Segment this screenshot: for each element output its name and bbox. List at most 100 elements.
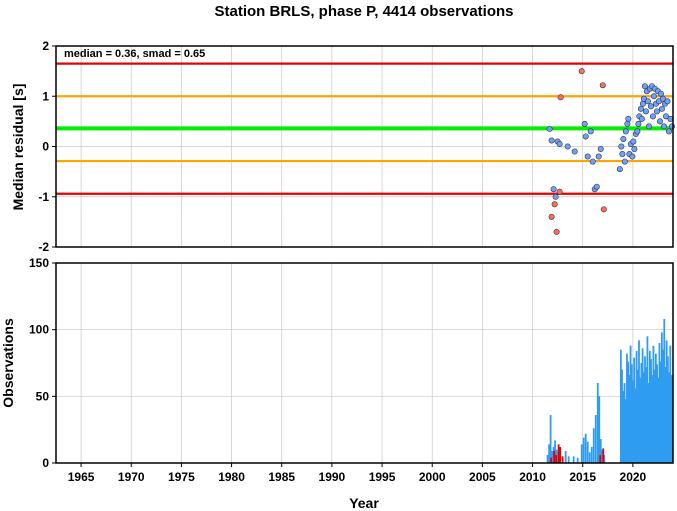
year-x-tick-label: 2010 (519, 470, 546, 484)
observation-bar (638, 340, 640, 463)
observation-bar (628, 375, 631, 463)
residual-point (634, 128, 641, 135)
observation-bar (666, 356, 669, 463)
observation-bar (626, 353, 628, 463)
observation-bar (572, 456, 575, 463)
observation-bar (551, 451, 554, 463)
residual-y-tick-label: -1 (38, 190, 49, 204)
observation-bar (590, 447, 593, 463)
observation-bar (559, 447, 562, 463)
observation-bar (629, 345, 632, 463)
year-x-tick-label: 1985 (268, 470, 295, 484)
observation-bar (642, 372, 645, 463)
observations-grid (56, 262, 673, 464)
observation-bar (633, 357, 636, 463)
observations-y-axis-label: Observations (0, 318, 16, 408)
residual-point (550, 186, 557, 193)
year-x-tick-label: 1965 (68, 470, 95, 484)
observations-plot-frame (55, 262, 674, 464)
residual-point (622, 128, 629, 135)
residual-point (571, 148, 578, 155)
observation-bar (561, 456, 564, 463)
observation-bar (623, 383, 626, 463)
observation-bar (630, 364, 633, 463)
year-x-tick-label: 2005 (469, 470, 496, 484)
observation-bar (576, 457, 579, 463)
observation-bar (652, 345, 655, 463)
residual-point (647, 103, 654, 110)
residual-point (581, 120, 588, 127)
year-x-tick-label: 2020 (620, 470, 647, 484)
observation-bar (641, 348, 644, 463)
residual-point (624, 120, 631, 127)
observation-bar (554, 440, 557, 463)
residual-point (552, 193, 559, 200)
observation-bar (634, 388, 637, 463)
residual-y-ticks: 2 1 0 -1 -2 (38, 39, 56, 254)
residual-point (664, 98, 671, 105)
residual-point (641, 83, 648, 90)
residual-panel: 2 1 0 -1 -2 median = 0.36, smad = 0.65 Media… (10, 39, 675, 254)
observation-bar (555, 455, 558, 463)
year-x-tick-label: 2015 (569, 470, 596, 484)
residual-point (619, 151, 626, 158)
year-x-axis-label: Year (349, 495, 379, 511)
year-x-tick-label: 1995 (369, 470, 396, 484)
residual-point (589, 158, 596, 165)
residual-point (635, 120, 642, 127)
observations-y-tick-label: 100 (29, 323, 49, 337)
observation-bar (665, 340, 668, 463)
observation-bar (564, 451, 567, 463)
observation-bar (659, 361, 662, 463)
residual-point (625, 115, 632, 122)
residual-points (546, 68, 675, 235)
observation-bar (640, 363, 643, 463)
observation-bar (619, 349, 622, 463)
residual-point (637, 105, 644, 112)
residual-point (557, 94, 564, 101)
observation-bar (557, 444, 560, 463)
observation-bar (567, 456, 570, 463)
year-x-tick-label: 1970 (118, 470, 145, 484)
observation-bar (594, 415, 597, 463)
residual-point (644, 98, 651, 105)
observation-bar (647, 383, 650, 463)
residual-point (657, 90, 664, 97)
observation-bar (654, 353, 657, 463)
observation-bar (580, 444, 583, 463)
year-x-ticks: 1965 1970 1975 1980 1985 1990 1995 2000 2005 2010… (68, 463, 647, 484)
residual-point (556, 188, 563, 195)
residual-y-tick-label: 1 (42, 89, 49, 103)
residual-point (548, 137, 555, 144)
observation-bars (546, 319, 674, 463)
residual-y-tick-label: 0 (42, 140, 49, 154)
residual-point (599, 82, 606, 89)
stats-annotation: median = 0.36, smad = 0.65 (64, 48, 205, 60)
residual-point (553, 228, 560, 235)
residual-point (556, 140, 563, 147)
observation-bar (646, 336, 649, 463)
observation-bar (668, 372, 670, 463)
observation-bar (635, 351, 638, 463)
residual-y-tick-label: -2 (38, 240, 49, 254)
residual-point (629, 153, 636, 160)
residual-point (587, 128, 594, 135)
observation-bar (550, 457, 553, 463)
chart-title: Station BRLS, phase P, 4414 observations (215, 3, 514, 20)
observation-bar (603, 455, 606, 463)
residual-point (650, 93, 657, 100)
observation-bar (662, 349, 664, 463)
residual-point (584, 153, 591, 160)
residual-point (668, 123, 675, 130)
observation-bar (553, 451, 556, 463)
observation-bar (598, 396, 601, 463)
observation-bar (588, 452, 591, 463)
observation-bar (592, 428, 595, 463)
observation-bar (548, 444, 550, 463)
observation-bar (656, 364, 658, 463)
residual-point (639, 100, 646, 107)
year-x-tick-label: 1990 (319, 470, 346, 484)
residual-point (665, 128, 672, 135)
observation-bar (639, 377, 642, 463)
observation-bar (624, 399, 627, 463)
